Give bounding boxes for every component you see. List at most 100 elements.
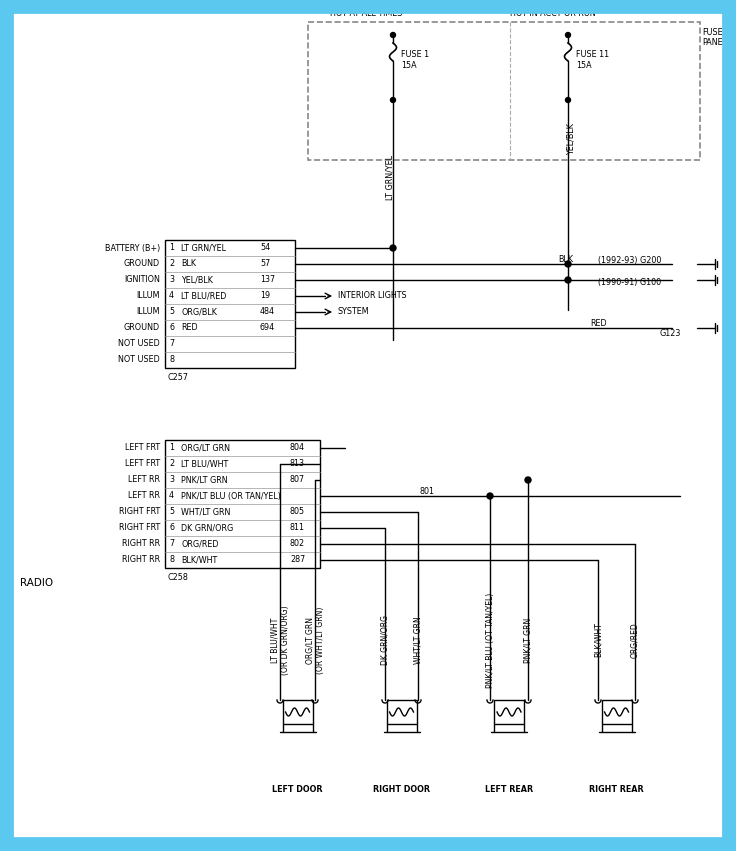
Text: SYSTEM: SYSTEM <box>338 307 369 317</box>
Text: LT GRN/YEL: LT GRN/YEL <box>181 243 226 253</box>
Text: FUSE 1
15A: FUSE 1 15A <box>401 50 429 70</box>
Text: 8: 8 <box>169 356 174 364</box>
Text: 4: 4 <box>169 292 174 300</box>
Text: 801: 801 <box>420 488 435 496</box>
Text: 2: 2 <box>169 460 174 469</box>
Text: LEFT RR: LEFT RR <box>128 492 160 500</box>
Text: LT BLU/WHT
(OR DK GRN/ORG): LT BLU/WHT (OR DK GRN/ORG) <box>270 605 290 675</box>
Text: 6: 6 <box>169 323 174 333</box>
Text: 2: 2 <box>169 260 174 269</box>
Text: RED: RED <box>181 323 198 333</box>
Text: RIGHT FRT: RIGHT FRT <box>118 507 160 517</box>
Text: ILLUM: ILLUM <box>136 307 160 317</box>
Text: BATTERY (B+): BATTERY (B+) <box>105 243 160 253</box>
Bar <box>165 440 320 568</box>
Text: NOT USED: NOT USED <box>118 340 160 349</box>
Text: BLK/WHT: BLK/WHT <box>181 556 217 564</box>
Text: DK GRN/ORG: DK GRN/ORG <box>181 523 233 533</box>
Bar <box>386 700 417 724</box>
Text: YEL/BLK: YEL/BLK <box>567 123 576 155</box>
Text: 802: 802 <box>290 540 305 549</box>
Circle shape <box>565 98 570 102</box>
Text: RADIO: RADIO <box>20 578 53 588</box>
Text: RIGHT REAR: RIGHT REAR <box>590 785 644 795</box>
Text: LT BLU/RED: LT BLU/RED <box>181 292 227 300</box>
Text: LEFT DOOR: LEFT DOOR <box>272 785 323 795</box>
Text: PNK/LT BLU (OR TAN/YEL): PNK/LT BLU (OR TAN/YEL) <box>181 492 281 500</box>
Bar <box>308 22 700 160</box>
Circle shape <box>565 32 570 37</box>
Text: LEFT REAR: LEFT REAR <box>485 785 533 795</box>
Text: 484: 484 <box>260 307 275 317</box>
Text: IGNITION: IGNITION <box>124 276 160 284</box>
Text: HOT AT ALL TIMES: HOT AT ALL TIMES <box>330 9 403 18</box>
Text: G123: G123 <box>660 328 682 338</box>
Text: BLK: BLK <box>558 254 573 264</box>
Text: NOT USED: NOT USED <box>118 356 160 364</box>
Text: 811: 811 <box>290 523 305 533</box>
Text: 3: 3 <box>169 476 174 484</box>
Text: 19: 19 <box>260 292 270 300</box>
Bar <box>601 700 631 724</box>
Text: YEL/BLK: YEL/BLK <box>181 276 213 284</box>
Text: RIGHT DOOR: RIGHT DOOR <box>373 785 430 795</box>
Circle shape <box>391 98 395 102</box>
Text: DK GRN/ORG: DK GRN/ORG <box>381 615 389 665</box>
Text: 57: 57 <box>260 260 270 269</box>
Text: 287: 287 <box>290 556 305 564</box>
Text: 694: 694 <box>260 323 275 333</box>
Text: PNK/LT GRN: PNK/LT GRN <box>523 617 533 663</box>
Circle shape <box>390 245 396 251</box>
Circle shape <box>487 493 493 499</box>
Text: ORG/LT GRN: ORG/LT GRN <box>181 443 230 453</box>
Text: 8: 8 <box>169 556 174 564</box>
Circle shape <box>565 277 571 283</box>
Bar <box>494 700 524 724</box>
Text: 805: 805 <box>290 507 305 517</box>
Text: RIGHT FRT: RIGHT FRT <box>118 523 160 533</box>
Text: 5: 5 <box>169 507 174 517</box>
Circle shape <box>391 32 395 37</box>
Text: C257: C257 <box>167 373 188 382</box>
Text: PNK/LT BLU (OT TAN/YEL): PNK/LT BLU (OT TAN/YEL) <box>486 592 495 688</box>
Text: LEFT FRT: LEFT FRT <box>125 443 160 453</box>
Text: 1: 1 <box>169 243 174 253</box>
Text: WHT/LT GRN: WHT/LT GRN <box>181 507 230 517</box>
Text: INTERIOR LIGHTS: INTERIOR LIGHTS <box>338 292 406 300</box>
Text: 3: 3 <box>169 276 174 284</box>
Text: ILLUM: ILLUM <box>136 292 160 300</box>
Text: 5: 5 <box>169 307 174 317</box>
Text: PNK/LT GRN: PNK/LT GRN <box>181 476 227 484</box>
Text: WHT/LT GRN: WHT/LT GRN <box>414 616 422 664</box>
Text: BLK: BLK <box>181 260 196 269</box>
Text: ORG/RED: ORG/RED <box>631 622 640 658</box>
Text: ORG/RED: ORG/RED <box>181 540 219 549</box>
Text: 7: 7 <box>169 540 174 549</box>
Text: 1: 1 <box>169 443 174 453</box>
Text: LEFT FRT: LEFT FRT <box>125 460 160 469</box>
Text: BLK/WHT: BLK/WHT <box>593 623 603 658</box>
Text: 807: 807 <box>290 476 305 484</box>
Text: ORG/BLK: ORG/BLK <box>181 307 217 317</box>
Text: GROUND: GROUND <box>124 260 160 269</box>
Bar <box>165 240 295 368</box>
Text: C258: C258 <box>167 573 188 582</box>
Bar <box>283 700 313 724</box>
Circle shape <box>525 477 531 483</box>
Text: FUSE 11
15A: FUSE 11 15A <box>576 50 609 70</box>
Text: 813: 813 <box>290 460 305 469</box>
Circle shape <box>565 261 571 267</box>
Text: 54: 54 <box>260 243 270 253</box>
Text: FUSE
PANEL: FUSE PANEL <box>702 28 727 48</box>
Text: LT BLU/WHT: LT BLU/WHT <box>181 460 228 469</box>
Text: (1992-93) G200: (1992-93) G200 <box>598 256 662 266</box>
Text: RIGHT RR: RIGHT RR <box>122 540 160 549</box>
Text: 7: 7 <box>169 340 174 349</box>
Text: HOT IN ACCY OR RUN: HOT IN ACCY OR RUN <box>510 9 595 18</box>
Text: (1990-91) G100: (1990-91) G100 <box>598 278 661 288</box>
Text: LT GRN/YEL: LT GRN/YEL <box>386 155 394 200</box>
Text: 4: 4 <box>169 492 174 500</box>
Text: LEFT RR: LEFT RR <box>128 476 160 484</box>
Text: GROUND: GROUND <box>124 323 160 333</box>
Text: 804: 804 <box>290 443 305 453</box>
